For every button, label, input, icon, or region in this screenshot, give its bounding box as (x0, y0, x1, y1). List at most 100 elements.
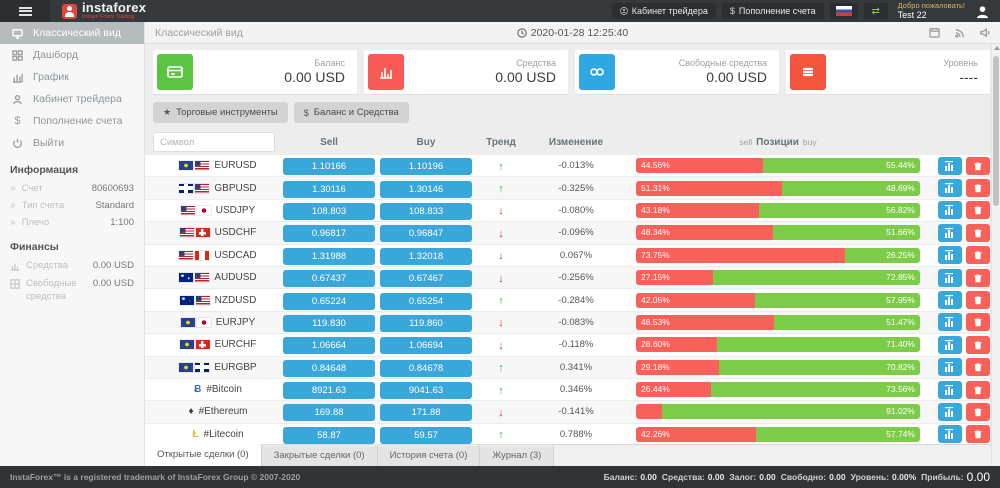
symbol-flags (179, 161, 210, 171)
open-chart-button[interactable] (938, 425, 962, 444)
remove-instrument-button[interactable] (966, 179, 990, 198)
sell-button[interactable]: 1.30116 (283, 180, 375, 198)
remove-instrument-button[interactable] (966, 246, 990, 265)
sell-button[interactable]: 0.65224 (283, 292, 375, 310)
symbol-cell[interactable]: EURJPY (153, 317, 283, 328)
symbol-search-input[interactable] (153, 132, 275, 153)
sell-button[interactable]: 108.803 (283, 202, 375, 220)
open-chart-button[interactable] (938, 246, 962, 265)
remove-instrument-button[interactable] (966, 402, 990, 421)
open-chart-button[interactable] (938, 313, 962, 332)
sell-button[interactable]: 1.06664 (283, 337, 375, 355)
open-chart-button[interactable] (938, 179, 962, 198)
trader-cabinet-button[interactable]: Кабинет трейдера (611, 3, 716, 19)
symbol-cell[interactable]: NZDUSD (153, 295, 283, 306)
vertical-scrollbar[interactable] (991, 44, 1000, 466)
buy-button[interactable]: 119.860 (380, 314, 472, 332)
megaphone-icon[interactable] (979, 27, 990, 38)
positions-bar: 48.53% 51.47% (636, 314, 920, 330)
scroll-up-arrow-icon[interactable] (994, 46, 1000, 50)
language-selector-button[interactable] (829, 3, 858, 19)
remove-instrument-button[interactable] (966, 358, 990, 377)
logo[interactable]: instaforex Instant Forex Trading (50, 0, 146, 22)
swap-accounts-button[interactable] (863, 3, 888, 19)
sell-button[interactable]: 8921.63 (283, 382, 375, 400)
rss-icon[interactable] (954, 27, 965, 38)
sidebar-item-chart[interactable]: График (0, 66, 144, 88)
scrollbar-thumb[interactable] (993, 56, 999, 206)
open-chart-button[interactable] (938, 380, 962, 399)
symbol-cell[interactable]: AUDUSD (153, 272, 283, 283)
balance-and-funds-button[interactable]: $ Баланс и Средства (293, 102, 409, 123)
tab-open-trades[interactable]: Открытые сделки (0) (145, 444, 262, 466)
tab-closed-trades[interactable]: Закрытые сделки (0) (261, 446, 378, 466)
remove-instrument-button[interactable] (966, 223, 990, 242)
sidebar-item-deposit[interactable]: $ Пополнение счета (0, 110, 144, 132)
symbol-cell[interactable]: Ł #Litecoin (153, 429, 283, 440)
tab-account-history[interactable]: История счета (0) (377, 446, 481, 466)
remove-instrument-button[interactable] (966, 425, 990, 444)
remove-instrument-button[interactable] (966, 380, 990, 399)
eu-flag-icon (179, 161, 194, 171)
symbol-cell[interactable]: GBPUSD (153, 183, 283, 194)
bottom-tabs: Открытые сделки (0) Закрытые сделки (0) … (145, 444, 1000, 466)
positions-bar: 73.75% 26.25% (636, 247, 920, 263)
trading-instruments-button[interactable]: ★ Торговые инструменты (153, 102, 288, 123)
buy-button[interactable]: 108.833 (380, 202, 472, 220)
buy-button[interactable]: 1.32018 (380, 247, 472, 265)
remove-instrument-button[interactable] (966, 291, 990, 310)
sell-button[interactable]: 58.87 (283, 426, 375, 444)
open-chart-button[interactable] (938, 156, 962, 175)
sidebar-item-trader-cabinet[interactable]: Кабинет трейдера (0, 88, 144, 110)
chart-icon (945, 362, 953, 373)
buy-button[interactable]: 0.84678 (380, 359, 472, 377)
chart-icon (12, 73, 23, 83)
sell-button[interactable]: 0.96817 (283, 225, 375, 243)
deposit-button[interactable]: $ Пополнение счета (721, 3, 824, 19)
positions-bar: 48.34% 51.66% (636, 225, 920, 241)
open-chart-button[interactable] (938, 291, 962, 310)
symbol-cell[interactable]: EURUSD (153, 160, 283, 171)
symbol-cell[interactable]: EURCHF (153, 339, 283, 350)
symbol-cell[interactable]: EURGBP (153, 362, 283, 373)
open-chart-button[interactable] (938, 268, 962, 287)
buy-button[interactable]: 171.88 (380, 404, 472, 422)
buy-button[interactable]: 0.67467 (380, 270, 472, 288)
open-chart-button[interactable] (938, 335, 962, 354)
menu-toggle-button[interactable] (0, 0, 50, 22)
tab-journal[interactable]: Журнал (3) (480, 446, 555, 466)
buy-button[interactable]: 1.06694 (380, 337, 472, 355)
sell-button[interactable]: 169.88 (283, 404, 375, 422)
open-chart-button[interactable] (938, 223, 962, 242)
buy-button[interactable]: 1.30146 (380, 180, 472, 198)
buy-button[interactable]: 0.96847 (380, 225, 472, 243)
sell-button[interactable]: 0.84648 (283, 359, 375, 377)
sidebar-item-dashboard[interactable]: Дашборд (0, 44, 144, 66)
symbol-cell[interactable]: USDCAD (153, 250, 283, 261)
buy-button[interactable]: 0.65254 (380, 292, 472, 310)
open-chart-button[interactable] (938, 201, 962, 220)
sell-button[interactable]: 1.31988 (283, 247, 375, 265)
remove-instrument-button[interactable] (966, 313, 990, 332)
sell-button[interactable]: 0.67437 (283, 270, 375, 288)
remove-instrument-button[interactable] (966, 268, 990, 287)
eu-flag-icon (179, 340, 194, 350)
symbol-cell[interactable]: ♦ #Ethereum (153, 406, 283, 417)
buy-button[interactable]: 9041.63 (380, 382, 472, 400)
symbol-cell[interactable]: Ƀ #Bitcoin (153, 384, 283, 395)
symbol-cell[interactable]: USDJPY (153, 205, 283, 216)
buy-button[interactable]: 59.57 (380, 426, 472, 444)
sidebar-item-classic-view[interactable]: Классический вид (0, 22, 144, 44)
symbol-cell[interactable]: USDCHF (153, 227, 283, 238)
open-chart-button[interactable] (938, 402, 962, 421)
avatar-icon[interactable] (975, 4, 990, 19)
open-chart-button[interactable] (938, 358, 962, 377)
remove-instrument-button[interactable] (966, 201, 990, 220)
remove-instrument-button[interactable] (966, 335, 990, 354)
calendar-icon[interactable] (929, 27, 940, 38)
sell-button[interactable]: 119.830 (283, 314, 375, 332)
sell-button[interactable]: 1.10166 (283, 158, 375, 176)
buy-button[interactable]: 1.10196 (380, 158, 472, 176)
sidebar-item-logout[interactable]: Выйти (0, 132, 144, 154)
remove-instrument-button[interactable] (966, 156, 990, 175)
